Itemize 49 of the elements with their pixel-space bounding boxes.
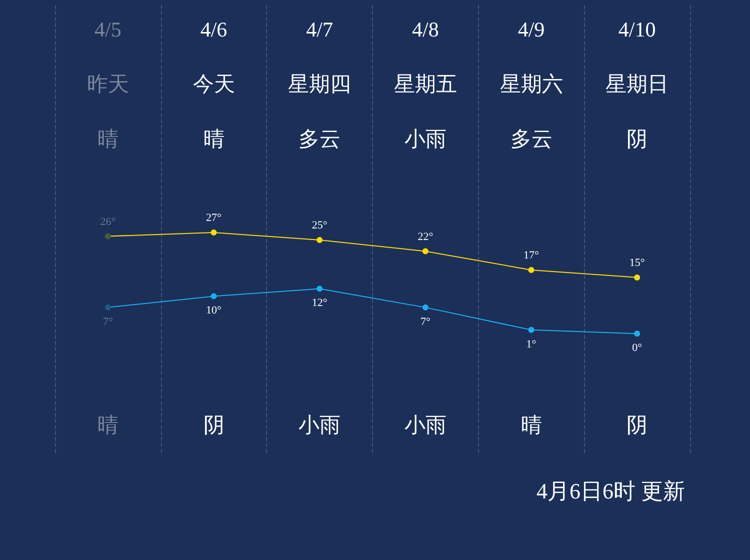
text: 晴: [203, 127, 224, 151]
x-tick-label: 4/7: [306, 18, 334, 42]
text: 今天: [192, 72, 235, 96]
data-label: 15°: [629, 256, 645, 269]
data-label: 0°: [632, 342, 642, 354]
data-label: 22°: [418, 230, 434, 243]
point: [634, 274, 640, 280]
data-label: 7°: [420, 316, 430, 328]
x-tick-label: 4/5: [94, 18, 122, 42]
x-tick-label: 4/10: [618, 18, 656, 42]
point: [210, 293, 217, 300]
data-label: 1°: [526, 338, 536, 350]
text: 晴: [520, 413, 542, 437]
point: [210, 230, 217, 236]
point: [422, 248, 428, 254]
point: [316, 286, 323, 292]
point: [104, 304, 111, 310]
point: [316, 237, 323, 244]
text: 阴: [203, 413, 224, 437]
text: 多云: [298, 127, 341, 151]
text: 小雨: [404, 127, 446, 151]
text: 小雨: [404, 413, 446, 437]
text: 晴: [97, 413, 118, 437]
text: 阴: [626, 127, 648, 151]
x-tick-label: 4/6: [200, 18, 228, 42]
text: 晴: [97, 127, 118, 151]
text: 多云: [510, 127, 552, 151]
text: 小雨: [298, 413, 341, 437]
x-tick-label: 4/8: [412, 18, 439, 42]
data-label: 17°: [524, 249, 539, 262]
text: 昨天: [86, 72, 129, 96]
point: [422, 304, 428, 310]
x-tick-label: 4/9: [518, 18, 545, 42]
data-label: 10°: [206, 304, 222, 317]
data-label: 7°: [102, 316, 113, 328]
point: [528, 266, 534, 273]
text: 星期日: [606, 72, 669, 96]
text: 4月6日6时 更新: [536, 478, 685, 504]
point: [104, 233, 111, 240]
point: [528, 326, 534, 333]
data-label: 25°: [312, 220, 328, 232]
text: 星期六: [500, 72, 563, 96]
point: [634, 330, 640, 337]
data-label: 26°: [100, 216, 116, 228]
text: 阴: [626, 413, 648, 437]
data-label: 27°: [206, 212, 222, 224]
text: 星期四: [288, 72, 352, 96]
data-label: 12°: [312, 297, 328, 310]
text: 星期五: [394, 72, 457, 96]
